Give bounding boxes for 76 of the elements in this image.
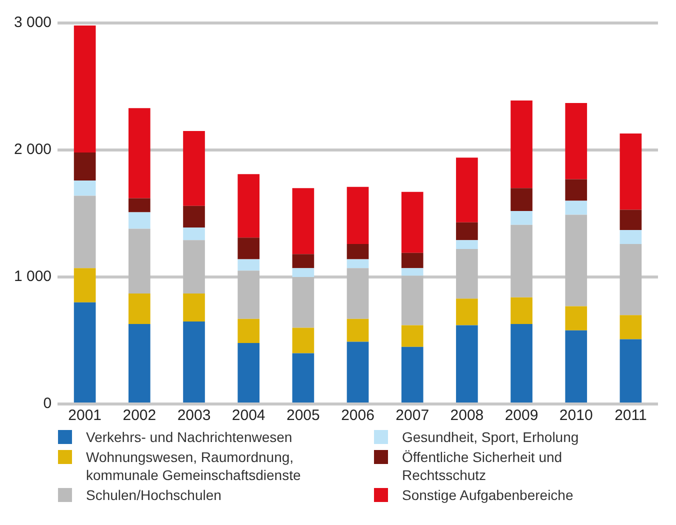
bar (128, 198, 150, 212)
x-tick-label: 2006 (341, 407, 374, 424)
bar (456, 222, 478, 240)
bar (238, 238, 260, 260)
bar (401, 325, 424, 347)
bar (565, 214, 588, 306)
y-tick-label: 0 (43, 395, 52, 412)
bar (74, 26, 96, 153)
bar (565, 200, 588, 215)
bar (620, 230, 642, 244)
bar (74, 268, 96, 302)
bar (346, 186, 369, 244)
x-tick-label: 2011 (614, 407, 647, 424)
x-tick-label: 2007 (396, 407, 430, 424)
bar (74, 180, 96, 196)
bar (74, 152, 96, 180)
bar (128, 108, 150, 198)
x-tick-label: 2010 (559, 407, 593, 424)
x-tick-label: 2008 (450, 407, 484, 424)
y-tick-label: 3 000 (14, 14, 52, 32)
bar (292, 188, 314, 254)
bar (346, 259, 369, 268)
bar (346, 268, 369, 319)
bar (456, 298, 478, 326)
bar (183, 206, 205, 228)
bar (510, 210, 532, 225)
bar (346, 318, 369, 342)
bar (401, 268, 424, 276)
bar (620, 133, 642, 210)
bar (401, 252, 424, 268)
y-tick-label: 1 000 (14, 268, 52, 286)
bar (183, 227, 205, 240)
bar (292, 268, 314, 277)
bar (510, 224, 532, 298)
bar (510, 297, 532, 324)
x-tick-label: 2001 (68, 407, 102, 424)
bar (128, 228, 150, 294)
bar (456, 240, 478, 250)
bar (74, 196, 96, 268)
legend-label: Gesundheit, Sport, Erholung (402, 428, 579, 446)
legend-label: Verkehrs- und Nachrichtenwesen (86, 428, 292, 446)
bar (620, 244, 642, 316)
bar (510, 100, 532, 188)
bar (565, 306, 588, 330)
bar (565, 103, 588, 180)
bar (292, 328, 314, 354)
legend-label: Sonstige Aufgabenbereiche (402, 486, 574, 504)
bar (238, 270, 260, 319)
x-tick-label: 2004 (232, 407, 266, 424)
legend-label: Öffentliche Sicherheit und Rechtsschutz (402, 448, 564, 484)
bar (183, 294, 205, 322)
bar (620, 315, 642, 340)
bar (401, 276, 424, 326)
x-tick-label: 2002 (122, 407, 156, 424)
y-tick-label: 2 000 (14, 141, 52, 158)
bar (238, 174, 260, 238)
bar (565, 179, 588, 201)
bar (292, 254, 314, 268)
bar (401, 192, 424, 253)
bar (620, 210, 642, 230)
bar (238, 259, 260, 271)
bar (183, 130, 205, 206)
x-tick-label: 2005 (286, 407, 320, 424)
bar (128, 212, 150, 229)
bar (183, 240, 205, 294)
legend-label: Schulen/Hochschulen (86, 486, 222, 504)
bar (238, 318, 260, 344)
bar (128, 294, 150, 324)
bar (456, 158, 478, 222)
bar (346, 244, 369, 260)
bar (510, 188, 532, 211)
x-tick-label: 2009 (504, 407, 538, 424)
bar (292, 277, 314, 328)
legend-label: Wohnungswesen, Raumordnung, kommunale Gemeinschaftsdienste (86, 448, 302, 484)
bar (456, 249, 478, 299)
x-tick-label: 2003 (177, 407, 211, 424)
